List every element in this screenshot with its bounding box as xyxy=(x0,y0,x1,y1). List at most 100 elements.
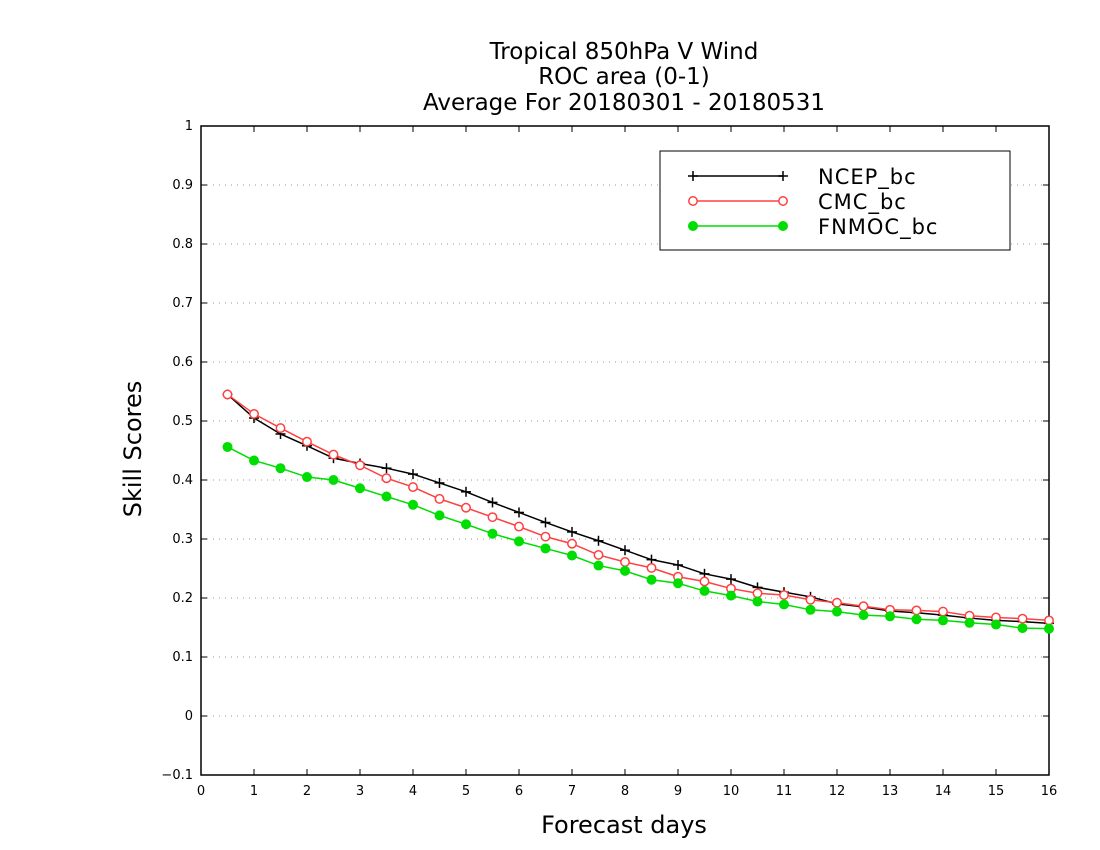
data-point-NCEP_bc xyxy=(461,486,471,497)
title-line-2: ROC area (0-1) xyxy=(538,64,710,90)
data-point-CMC_bc xyxy=(249,408,259,419)
title-line-1: Tropical 850hPa V Wind xyxy=(489,39,759,65)
legend-marker-CMC_bc xyxy=(778,196,788,206)
y-tick-label: 1 xyxy=(185,119,193,134)
data-point-FNMOC_bc xyxy=(461,519,471,530)
data-point-NCEP_bc xyxy=(381,463,392,474)
title-line-3: Average For 20180301 - 20180531 xyxy=(423,90,825,116)
data-point-FNMOC_bc xyxy=(779,599,789,610)
data-point-CMC_bc xyxy=(355,460,365,471)
data-point-FNMOC_bc xyxy=(911,614,922,625)
x-tick-label: 13 xyxy=(882,784,899,799)
y-tick-label: 0.2 xyxy=(172,591,193,606)
data-point-CMC_bc xyxy=(938,606,948,617)
data-point-FNMOC_bc xyxy=(938,615,948,626)
y-tick-label: 0.1 xyxy=(172,650,193,665)
data-point-CMC_bc xyxy=(381,473,392,484)
data-point-NCEP_bc xyxy=(487,497,498,508)
data-point-FNMOC_bc xyxy=(381,491,392,502)
data-point-CMC_bc xyxy=(805,594,816,605)
data-point-CMC_bc xyxy=(302,436,312,447)
data-point-FNMOC_bc xyxy=(302,472,312,483)
data-point-FNMOC_bc xyxy=(540,543,551,554)
axes: 0 1 2 3 4 5 6 7 8 9 10 11 12 13 14 15 16−0.100.10.20.30.… xyxy=(161,119,1057,799)
x-tick-label: 1 xyxy=(250,784,258,799)
y-tick-label: 0.8 xyxy=(172,237,193,252)
data-point-FNMOC_bc xyxy=(328,475,339,485)
data-point-FNMOC_bc xyxy=(885,611,895,622)
y-tick-label: 0.9 xyxy=(172,178,193,193)
data-point-FNMOC_bc xyxy=(805,604,816,615)
legend-marker-NCEP_bc xyxy=(688,171,698,181)
data-point-CMC_bc xyxy=(752,588,763,599)
data-point-FNMOC_bc xyxy=(832,606,842,617)
data-point-FNMOC_bc xyxy=(275,463,286,474)
series-FNMOC_bc xyxy=(222,441,1054,634)
y-tick-label: 0.5 xyxy=(172,414,193,429)
data-point-FNMOC_bc xyxy=(222,441,233,452)
x-tick-label: 12 xyxy=(829,784,846,799)
data-point-CMC_bc xyxy=(222,389,233,400)
y-tick-label: 0.4 xyxy=(172,473,193,488)
data-point-NCEP_bc xyxy=(620,545,630,556)
data-series xyxy=(222,389,1054,634)
y-tick-label: 0.3 xyxy=(172,532,193,547)
data-point-CMC_bc xyxy=(328,449,339,460)
legend-marker-FNMOC_bc xyxy=(688,221,698,231)
data-point-NCEP_bc xyxy=(408,469,418,480)
legend-label-CMC_bc: CMC_bc xyxy=(818,190,907,215)
y-tick-label: 0.6 xyxy=(172,355,193,370)
x-tick-label: 8 xyxy=(621,784,629,799)
data-point-CMC_bc xyxy=(858,601,869,612)
data-point-CMC_bc xyxy=(1017,613,1028,624)
data-point-FNMOC_bc xyxy=(593,560,604,571)
data-point-NCEP_bc xyxy=(673,559,683,570)
x-tick-label: 6 xyxy=(515,784,523,799)
data-point-CMC_bc xyxy=(540,531,551,542)
data-point-FNMOC_bc xyxy=(249,455,259,466)
x-tick-label: 3 xyxy=(356,784,364,799)
data-point-FNMOC_bc xyxy=(620,565,630,576)
data-point-FNMOC_bc xyxy=(434,510,445,521)
data-point-FNMOC_bc xyxy=(699,585,710,596)
legend-marker-FNMOC_bc xyxy=(778,221,788,231)
x-tick-label: 0 xyxy=(197,784,205,799)
series-CMC_bc xyxy=(222,389,1054,626)
data-point-FNMOC_bc xyxy=(752,596,763,607)
data-point-FNMOC_bc xyxy=(514,536,524,547)
data-point-CMC_bc xyxy=(1044,615,1054,626)
data-point-FNMOC_bc xyxy=(1044,623,1054,634)
y-tick-label: −0.1 xyxy=(161,768,193,783)
data-point-FNMOC_bc xyxy=(726,590,736,601)
data-point-NCEP_bc xyxy=(593,535,604,546)
data-point-CMC_bc xyxy=(567,538,577,549)
x-tick-label: 11 xyxy=(776,784,793,799)
legend-marker-CMC_bc xyxy=(688,196,698,206)
x-tick-label: 16 xyxy=(1041,784,1058,799)
x-tick-label: 5 xyxy=(462,784,470,799)
x-axis-label: Forecast days xyxy=(541,811,707,839)
series-line-FNMOC_bc xyxy=(227,446,1050,630)
data-point-FNMOC_bc xyxy=(1017,623,1028,634)
data-point-FNMOC_bc xyxy=(567,550,577,561)
data-point-FNMOC_bc xyxy=(355,483,365,494)
data-point-CMC_bc xyxy=(911,605,922,616)
data-point-CMC_bc xyxy=(461,502,471,513)
x-tick-label: 10 xyxy=(723,784,740,799)
data-point-CMC_bc xyxy=(779,590,789,600)
data-point-CMC_bc xyxy=(620,557,630,567)
data-point-CMC_bc xyxy=(514,521,524,532)
data-point-CMC_bc xyxy=(646,562,657,573)
y-tick-label: 0.7 xyxy=(172,296,193,311)
legend-marker-NCEP_bc xyxy=(778,171,788,181)
data-point-FNMOC_bc xyxy=(408,499,418,510)
data-point-FNMOC_bc xyxy=(964,617,975,628)
data-point-CMC_bc xyxy=(593,549,604,560)
y-tick-label: 0 xyxy=(185,709,193,724)
data-point-NCEP_bc xyxy=(514,507,524,518)
data-point-CMC_bc xyxy=(699,576,710,587)
data-point-FNMOC_bc xyxy=(858,610,869,621)
data-point-FNMOC_bc xyxy=(646,574,657,585)
